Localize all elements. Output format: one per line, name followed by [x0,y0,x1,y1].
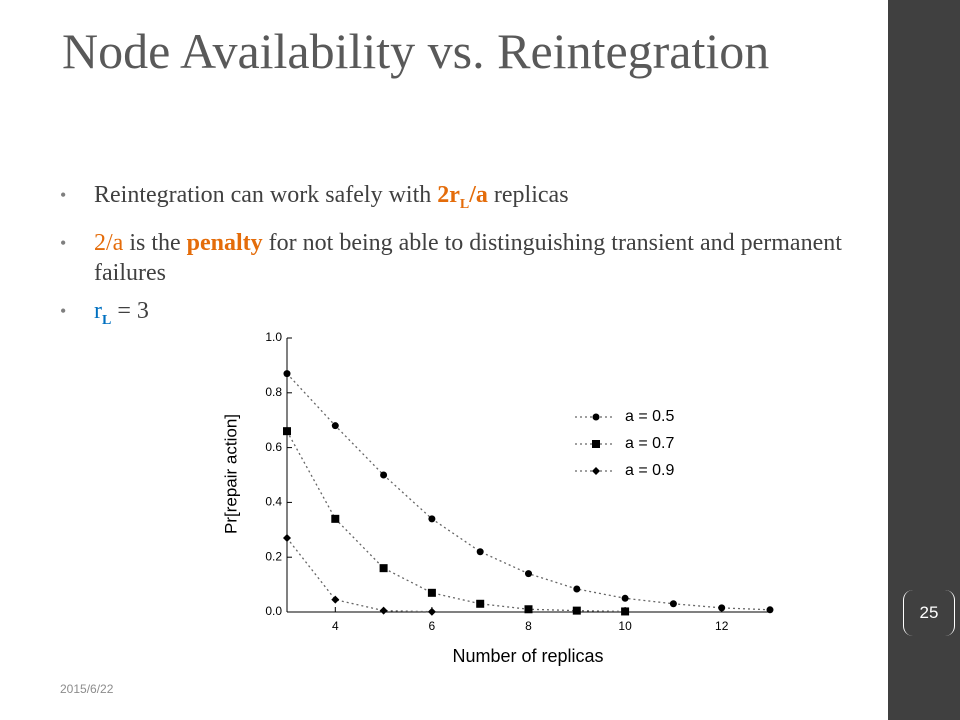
legend-label: a = 0.7 [625,435,674,452]
x-tick-label: 4 [332,619,339,633]
legend-label: a = 0.5 [625,408,674,425]
text: is the [123,229,187,256]
marker [331,514,340,523]
marker [621,594,629,602]
text: for not being able to distinguishing tra… [94,229,842,286]
marker [525,570,532,578]
text: = 3 [111,297,149,324]
marker [427,607,436,616]
marker [379,564,388,573]
bullet: rL = 3 [60,296,850,336]
legend-marker [592,440,600,448]
bullet-list: Reintegration can work safely with 2rL/a… [60,180,850,344]
marker [573,585,581,593]
bullet: Reintegration can work safely with 2rL/a… [60,180,850,220]
chart: Pr[repair action] Number of replicas 0.0… [215,320,790,690]
marker [718,604,726,612]
marker [476,599,485,608]
text: Reintegration can work safely with [94,182,438,208]
text: replicas [487,182,569,208]
marker [331,422,339,430]
marker [524,605,533,614]
marker [427,588,436,597]
bullet: 2/a is the penalty for not being able to… [60,228,850,288]
y-tick-label: 0.0 [265,604,282,618]
legend-marker [592,413,600,421]
x-axis-label: Number of replicas [452,646,603,666]
slide-title: Node Availability vs. Reintegration [62,23,770,79]
x-tick-label: 8 [525,619,532,633]
y-tick-label: 0.8 [265,385,282,399]
slide-number: 25 [903,590,955,636]
series-line [286,430,626,613]
legend-label: a = 0.9 [625,462,674,479]
highlight: penalty [186,229,263,256]
formula: /a [469,182,488,208]
y-tick-label: 0.4 [265,495,282,509]
subscript: L [102,312,112,328]
marker [476,548,484,556]
chart-background [215,320,790,690]
x-tick-label: 6 [429,619,436,633]
marker [331,595,340,604]
marker [428,515,436,523]
marker [283,534,291,543]
side-bar [888,0,960,720]
y-tick-label: 0.2 [265,549,282,563]
y-tick-label: 1.0 [265,330,282,344]
formula: 2/a [94,229,124,256]
formula: r [94,297,102,324]
marker [283,427,291,436]
legend-marker [592,467,600,475]
x-tick-label: 12 [715,619,729,633]
marker [572,606,581,615]
subscript: L [459,196,470,212]
y-axis-label: Pr[repair action] [221,414,240,534]
date: 2015/6/22 [60,682,114,696]
marker [283,370,291,378]
formula: 2r [437,182,460,208]
x-tick-label: 10 [618,619,632,633]
marker [621,607,630,616]
marker [766,606,774,614]
y-tick-label: 0.6 [265,440,282,454]
marker [379,606,388,615]
marker [380,471,388,479]
marker [669,600,677,608]
